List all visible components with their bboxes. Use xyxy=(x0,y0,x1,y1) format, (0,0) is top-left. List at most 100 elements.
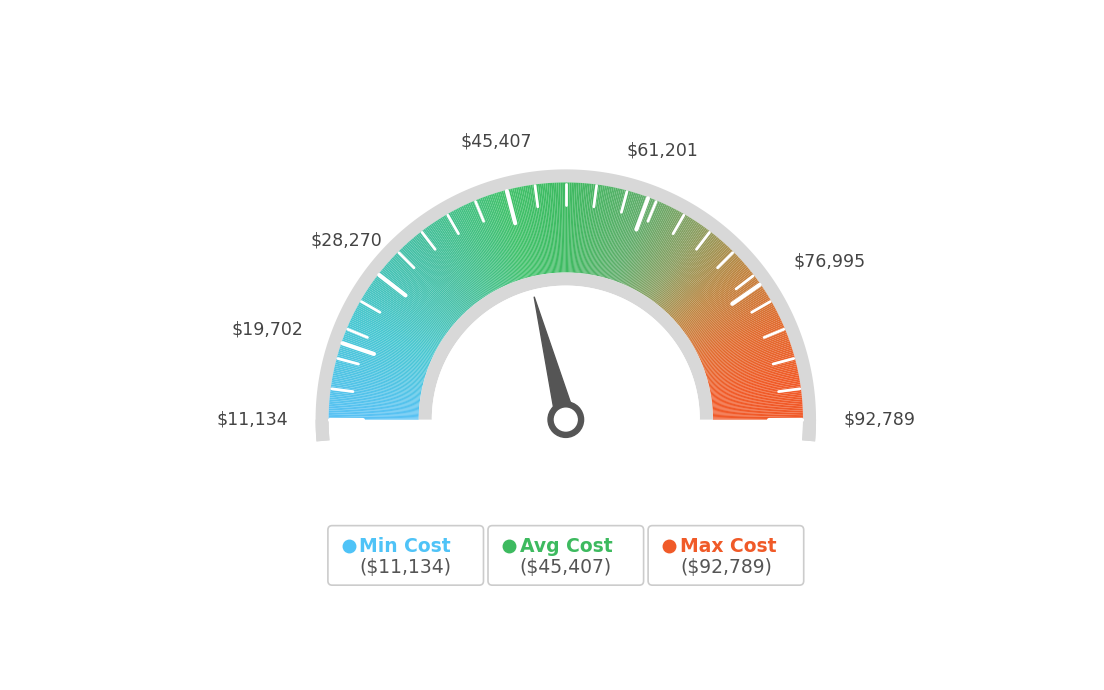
Polygon shape xyxy=(501,191,527,278)
Polygon shape xyxy=(673,259,741,321)
Text: Min Cost: Min Cost xyxy=(360,537,452,555)
Polygon shape xyxy=(708,357,795,382)
Polygon shape xyxy=(622,200,657,284)
Polygon shape xyxy=(712,390,802,402)
Polygon shape xyxy=(633,208,676,289)
Polygon shape xyxy=(553,183,559,273)
Polygon shape xyxy=(676,262,744,322)
Polygon shape xyxy=(684,280,758,334)
Polygon shape xyxy=(709,368,798,388)
Polygon shape xyxy=(650,226,703,300)
Polygon shape xyxy=(516,188,535,276)
Polygon shape xyxy=(660,238,720,308)
Polygon shape xyxy=(593,186,612,275)
Polygon shape xyxy=(388,262,456,322)
Polygon shape xyxy=(675,260,743,322)
Polygon shape xyxy=(341,341,427,372)
Polygon shape xyxy=(354,310,435,353)
Polygon shape xyxy=(692,297,769,345)
Polygon shape xyxy=(641,217,690,294)
Polygon shape xyxy=(362,297,439,345)
Polygon shape xyxy=(565,182,567,273)
Polygon shape xyxy=(375,277,448,333)
Text: $28,270: $28,270 xyxy=(310,232,382,250)
Polygon shape xyxy=(534,184,548,274)
Polygon shape xyxy=(648,224,701,299)
Polygon shape xyxy=(638,214,684,293)
Polygon shape xyxy=(705,344,792,374)
Polygon shape xyxy=(573,183,578,273)
Polygon shape xyxy=(467,204,506,286)
Polygon shape xyxy=(577,183,586,273)
Polygon shape xyxy=(590,186,606,275)
FancyBboxPatch shape xyxy=(328,526,484,585)
Polygon shape xyxy=(704,341,790,372)
Polygon shape xyxy=(700,324,784,361)
Polygon shape xyxy=(645,219,694,296)
Polygon shape xyxy=(586,185,601,274)
Polygon shape xyxy=(332,379,421,395)
Polygon shape xyxy=(512,188,533,277)
Polygon shape xyxy=(713,414,803,417)
Polygon shape xyxy=(399,250,463,315)
Text: $76,995: $76,995 xyxy=(794,252,866,270)
Polygon shape xyxy=(534,297,575,435)
Polygon shape xyxy=(332,375,422,393)
Polygon shape xyxy=(686,282,760,335)
Polygon shape xyxy=(396,252,461,317)
Polygon shape xyxy=(613,195,643,280)
Polygon shape xyxy=(619,199,654,283)
Polygon shape xyxy=(412,238,471,308)
Polygon shape xyxy=(712,393,802,404)
Polygon shape xyxy=(711,386,800,400)
Polygon shape xyxy=(450,212,495,291)
Polygon shape xyxy=(627,204,667,286)
Polygon shape xyxy=(707,353,794,380)
Polygon shape xyxy=(331,381,421,397)
Polygon shape xyxy=(564,182,566,273)
Polygon shape xyxy=(711,377,799,394)
Polygon shape xyxy=(418,273,713,420)
Polygon shape xyxy=(672,256,739,319)
Polygon shape xyxy=(680,271,752,328)
Polygon shape xyxy=(705,343,790,373)
Polygon shape xyxy=(614,195,645,281)
Text: Avg Cost: Avg Cost xyxy=(520,537,613,555)
Polygon shape xyxy=(661,239,721,308)
Polygon shape xyxy=(710,371,798,391)
Polygon shape xyxy=(680,270,751,328)
Polygon shape xyxy=(709,364,797,386)
Polygon shape xyxy=(583,184,595,274)
Polygon shape xyxy=(702,333,787,366)
Text: $61,201: $61,201 xyxy=(626,141,699,159)
Polygon shape xyxy=(523,186,541,275)
Polygon shape xyxy=(712,395,802,406)
Polygon shape xyxy=(491,194,520,280)
Polygon shape xyxy=(705,346,792,375)
Polygon shape xyxy=(682,276,755,331)
Polygon shape xyxy=(331,384,421,399)
Polygon shape xyxy=(711,382,800,397)
Polygon shape xyxy=(683,277,756,333)
Polygon shape xyxy=(367,289,443,340)
Polygon shape xyxy=(699,320,782,359)
Polygon shape xyxy=(392,257,458,319)
Polygon shape xyxy=(496,193,523,279)
Polygon shape xyxy=(575,183,583,273)
Polygon shape xyxy=(713,406,803,413)
Polygon shape xyxy=(333,370,422,390)
Polygon shape xyxy=(527,186,543,275)
Polygon shape xyxy=(330,388,420,401)
Polygon shape xyxy=(346,331,429,366)
Polygon shape xyxy=(713,411,803,415)
Polygon shape xyxy=(634,209,677,290)
Polygon shape xyxy=(332,373,422,392)
Polygon shape xyxy=(500,191,526,278)
Polygon shape xyxy=(370,285,445,337)
Polygon shape xyxy=(350,319,433,358)
Polygon shape xyxy=(353,313,434,355)
Polygon shape xyxy=(348,324,432,361)
Polygon shape xyxy=(386,263,456,323)
Polygon shape xyxy=(363,294,440,343)
Polygon shape xyxy=(670,253,736,317)
